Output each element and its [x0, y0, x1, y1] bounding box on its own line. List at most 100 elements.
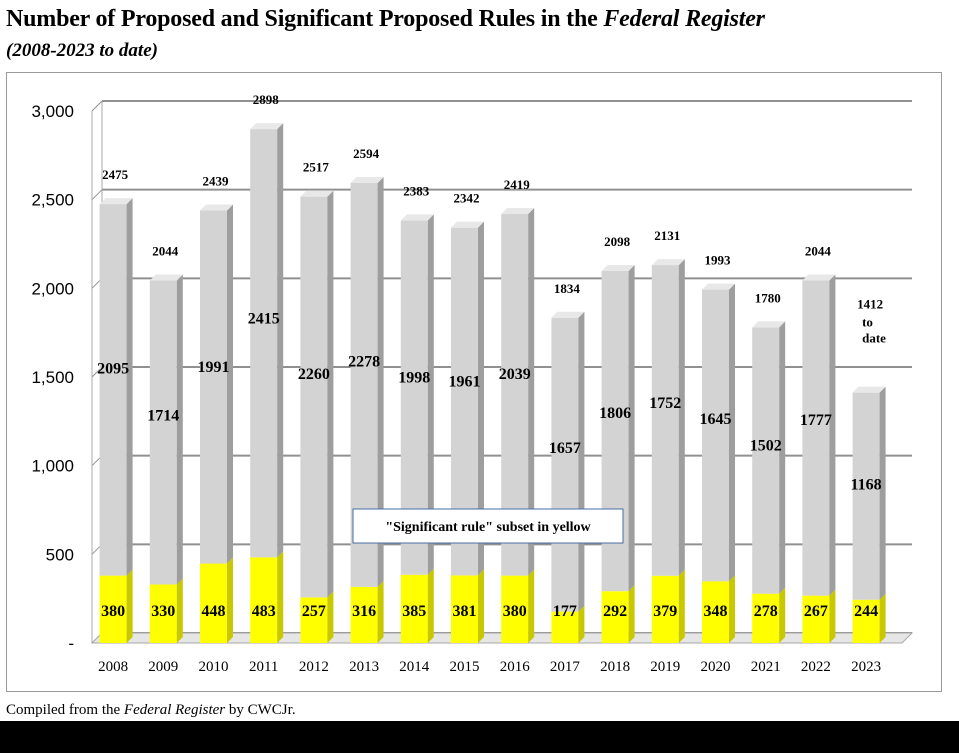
bar-significant	[651, 575, 679, 643]
bar-other	[300, 196, 328, 598]
label-total: 2342	[454, 191, 480, 206]
bar-significant	[802, 595, 830, 643]
bar-significant-side	[227, 557, 233, 643]
bar-other-side	[377, 176, 384, 587]
bar-significant	[400, 574, 428, 643]
label-other: 2039	[499, 366, 531, 383]
bar-significant	[300, 597, 328, 643]
label-significant: 316	[352, 603, 376, 620]
bar-significant	[149, 584, 177, 643]
y-tick-label: 2,000	[31, 279, 74, 298]
bar-significant-side	[628, 585, 635, 643]
bar-other-side	[126, 198, 133, 576]
label-total: 2898	[253, 92, 280, 107]
gridline-edge	[91, 100, 103, 112]
bar-other	[149, 280, 177, 585]
bar-top	[149, 274, 183, 281]
label-other: 1645	[700, 411, 732, 428]
label-total: 2517	[303, 160, 330, 175]
label-total: 2044	[805, 244, 832, 259]
chart-annotation-group: "Significant rule" subset in yellow	[352, 508, 624, 544]
label-total: 1834	[554, 281, 581, 296]
y-tick-label: 2,500	[31, 191, 74, 210]
chart-subtitle: (2008-2023 to date)	[6, 40, 158, 61]
bar-top	[551, 311, 585, 318]
source-note: Compiled from the Federal Register by CW…	[6, 702, 296, 719]
bar-significant	[250, 557, 278, 643]
x-tick-label: 2010	[199, 659, 229, 675]
bar-top	[702, 283, 735, 290]
label-significant: 380	[503, 603, 527, 620]
bar-other-side	[628, 264, 635, 592]
bar-other-side	[779, 321, 786, 594]
chart-title-italic: Federal Register	[603, 6, 765, 32]
label-other: 2415	[248, 311, 280, 328]
bar-top	[250, 123, 284, 130]
bar-other-side	[528, 208, 535, 576]
label-significant: 483	[252, 603, 276, 620]
label-significant: 267	[804, 603, 828, 620]
label-significant: 177	[553, 603, 577, 620]
x-tick-label: 2018	[600, 659, 630, 675]
bar-top	[99, 198, 133, 205]
bar-significant-side	[176, 578, 183, 643]
y-tick-label: -	[68, 634, 74, 653]
chart-annotation-box	[352, 508, 624, 544]
label-significant: 278	[754, 603, 778, 620]
label-total: 2098	[604, 234, 631, 249]
bar-other-side	[227, 204, 233, 564]
bar-significant-side	[277, 551, 284, 643]
label-other: 1657	[549, 440, 581, 457]
bar-other	[802, 280, 830, 596]
x-tick-label: 2021	[751, 659, 781, 675]
source-note-suffix: by CWCJr.	[225, 702, 296, 718]
bar-other-side	[327, 190, 334, 598]
bar-other	[99, 204, 127, 576]
bar-significant	[451, 575, 478, 643]
label-other: 2278	[348, 354, 380, 371]
label-total: 2419	[504, 177, 531, 192]
bar-other-side	[578, 311, 585, 612]
bar-significant-side	[377, 580, 384, 643]
label-other: 1752	[649, 395, 681, 412]
bar-significant-side	[829, 589, 836, 643]
bar-top	[300, 190, 334, 197]
label-total: 2044	[152, 244, 179, 259]
bar-significant-side	[779, 587, 786, 643]
bar-significant-side	[478, 569, 484, 643]
bar-other	[551, 317, 579, 612]
bar-significant-side	[327, 591, 334, 643]
source-note-italic: Federal Register	[123, 702, 226, 718]
label-significant: 448	[202, 603, 226, 620]
label-total-note: date	[862, 331, 886, 346]
label-other: 1168	[851, 477, 882, 494]
bar-significant	[702, 581, 729, 643]
bar-top	[200, 204, 233, 211]
bar-top	[802, 274, 836, 281]
y-tick-label: 1,000	[31, 457, 74, 476]
chart-annotation: "Significant rule" subset in yellow	[385, 520, 591, 535]
y-tick-label: 500	[46, 545, 74, 564]
bar-top	[852, 386, 886, 393]
x-tick-label: 2008	[98, 659, 128, 675]
label-other: 2260	[298, 366, 330, 383]
x-tick-label: 2014	[399, 659, 430, 675]
bar-other-side	[678, 259, 685, 576]
x-tick-label: 2019	[650, 659, 680, 675]
x-tick-label: 2011	[249, 659, 278, 675]
bar-significant	[601, 591, 629, 643]
x-tick-label: 2020	[701, 659, 731, 675]
bar-other	[250, 129, 278, 558]
label-other: 1714	[147, 407, 179, 424]
bar-significant-side	[678, 569, 685, 643]
label-significant: 379	[653, 603, 677, 620]
x-tick-label: 2013	[349, 659, 379, 675]
label-other: 1806	[599, 405, 631, 422]
label-significant: 381	[453, 603, 477, 620]
bar-other	[852, 392, 880, 600]
bar-other-side	[427, 214, 434, 575]
bar-significant-side	[427, 568, 434, 643]
label-significant: 257	[302, 603, 326, 620]
x-tick-label: 2016	[500, 659, 531, 675]
bar-top	[752, 321, 786, 328]
